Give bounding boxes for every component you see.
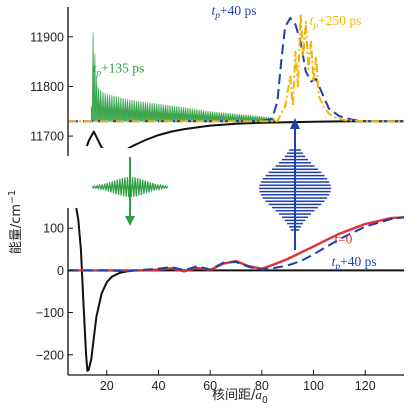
- x-axis-label-main: 核间距/: [212, 388, 256, 403]
- lower-panel: −200 −100 0 100 20 40 60 80 100 120 t=0 tp+40 ps: [36, 207, 404, 393]
- series-ground-potential: [85, 120, 404, 148]
- x-tick-label: 20: [100, 379, 114, 393]
- wavepacket-illustrations: [91, 118, 331, 250]
- y-tick-label: 11700: [30, 130, 64, 144]
- blue-arrow-head: [290, 118, 300, 129]
- green-arrow-head: [125, 216, 135, 226]
- annotation-tp-250: tp+250 ps: [310, 13, 362, 31]
- plot-area: [68, 207, 404, 372]
- y-tick-label: 11800: [30, 80, 64, 94]
- y-tick-label: −100: [36, 306, 64, 320]
- x-tick-label: 60: [203, 379, 217, 393]
- series-tp-250: [68, 13, 404, 123]
- y-axis-label-exponent: −1: [7, 190, 18, 204]
- series-tp-40: [68, 216, 404, 273]
- x-tick-label: 40: [152, 379, 166, 393]
- y-tick-label: 11900: [30, 30, 64, 44]
- x-axis-label: 核间距/a0: [212, 387, 268, 406]
- x-tick-label: 120: [355, 379, 376, 393]
- series-ground-potential: [75, 207, 404, 372]
- upper-panel: 11700 11800 11900 tp+135 ps tp+40 ps tp+250 p…: [30, 3, 404, 156]
- y-tick-label: −200: [36, 348, 64, 362]
- series-tp-40: [68, 16, 404, 123]
- annotation-tp-40: tp+40 ps: [211, 3, 256, 21]
- x-tick-label: 100: [303, 379, 324, 393]
- plot-area: [68, 13, 404, 148]
- y-tick-label: 0: [57, 264, 64, 278]
- annotation-tp-40: tp+40 ps: [332, 254, 377, 272]
- x-axis-label-subscript: 0: [262, 395, 268, 406]
- series-tp-135: [90, 32, 276, 122]
- x-axis-label-symbol: a: [255, 387, 262, 402]
- axis-titles: 能量/cm−1 核间距/a0: [7, 190, 268, 406]
- x-tick-label: 80: [255, 379, 269, 393]
- annotation-t0: t=0: [334, 231, 352, 246]
- y-axis-label: 能量/cm−1: [7, 190, 24, 254]
- y-axis-label-main: 能量/cm: [9, 204, 24, 254]
- y-tick-label: 100: [43, 222, 64, 236]
- annotation-tp-135: tp+135 ps: [93, 61, 145, 79]
